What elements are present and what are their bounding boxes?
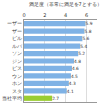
- svg-text:4: 4: [64, 12, 67, 18]
- svg-text:ーザー: ーザー: [7, 20, 22, 26]
- svg-text:6: 6: [85, 12, 88, 18]
- svg-text:4.8: 4.8: [74, 59, 81, 64]
- svg-text:ウン: ウン: [12, 73, 22, 79]
- svg-text:5.9: 5.9: [86, 21, 93, 26]
- svg-text:2.7: 2.7: [52, 96, 59, 101]
- svg-text:ビス: ビス: [12, 65, 22, 71]
- svg-text:4.6: 4.6: [72, 66, 79, 71]
- svg-text:ホン: ホン: [12, 80, 22, 86]
- svg-text:満足度（非常に満足を7とする）: 満足度（非常に満足を7とする）: [29, 1, 102, 7]
- svg-text:5.4: 5.4: [80, 44, 87, 49]
- svg-text:0: 0: [22, 12, 25, 18]
- svg-text:ジン: ジン: [12, 58, 22, 64]
- svg-text:2: 2: [43, 12, 46, 18]
- svg-text:5.2: 5.2: [78, 51, 85, 56]
- svg-text:5.8: 5.8: [84, 29, 91, 34]
- svg-text:4.3: 4.3: [69, 81, 76, 86]
- svg-text:スタ: スタ: [12, 88, 22, 94]
- svg-text:ザー: ザー: [12, 28, 22, 34]
- svg-text:5.6: 5.6: [82, 36, 89, 41]
- svg-text:ルバ: ルバ: [12, 43, 23, 49]
- svg-text:ビル: ビル: [12, 35, 22, 41]
- svg-text:4.1: 4.1: [67, 89, 74, 94]
- svg-text:4.5: 4.5: [71, 74, 78, 79]
- svg-text:ソン: ソン: [12, 50, 22, 56]
- svg-text:当社平均: 当社平均: [2, 95, 22, 101]
